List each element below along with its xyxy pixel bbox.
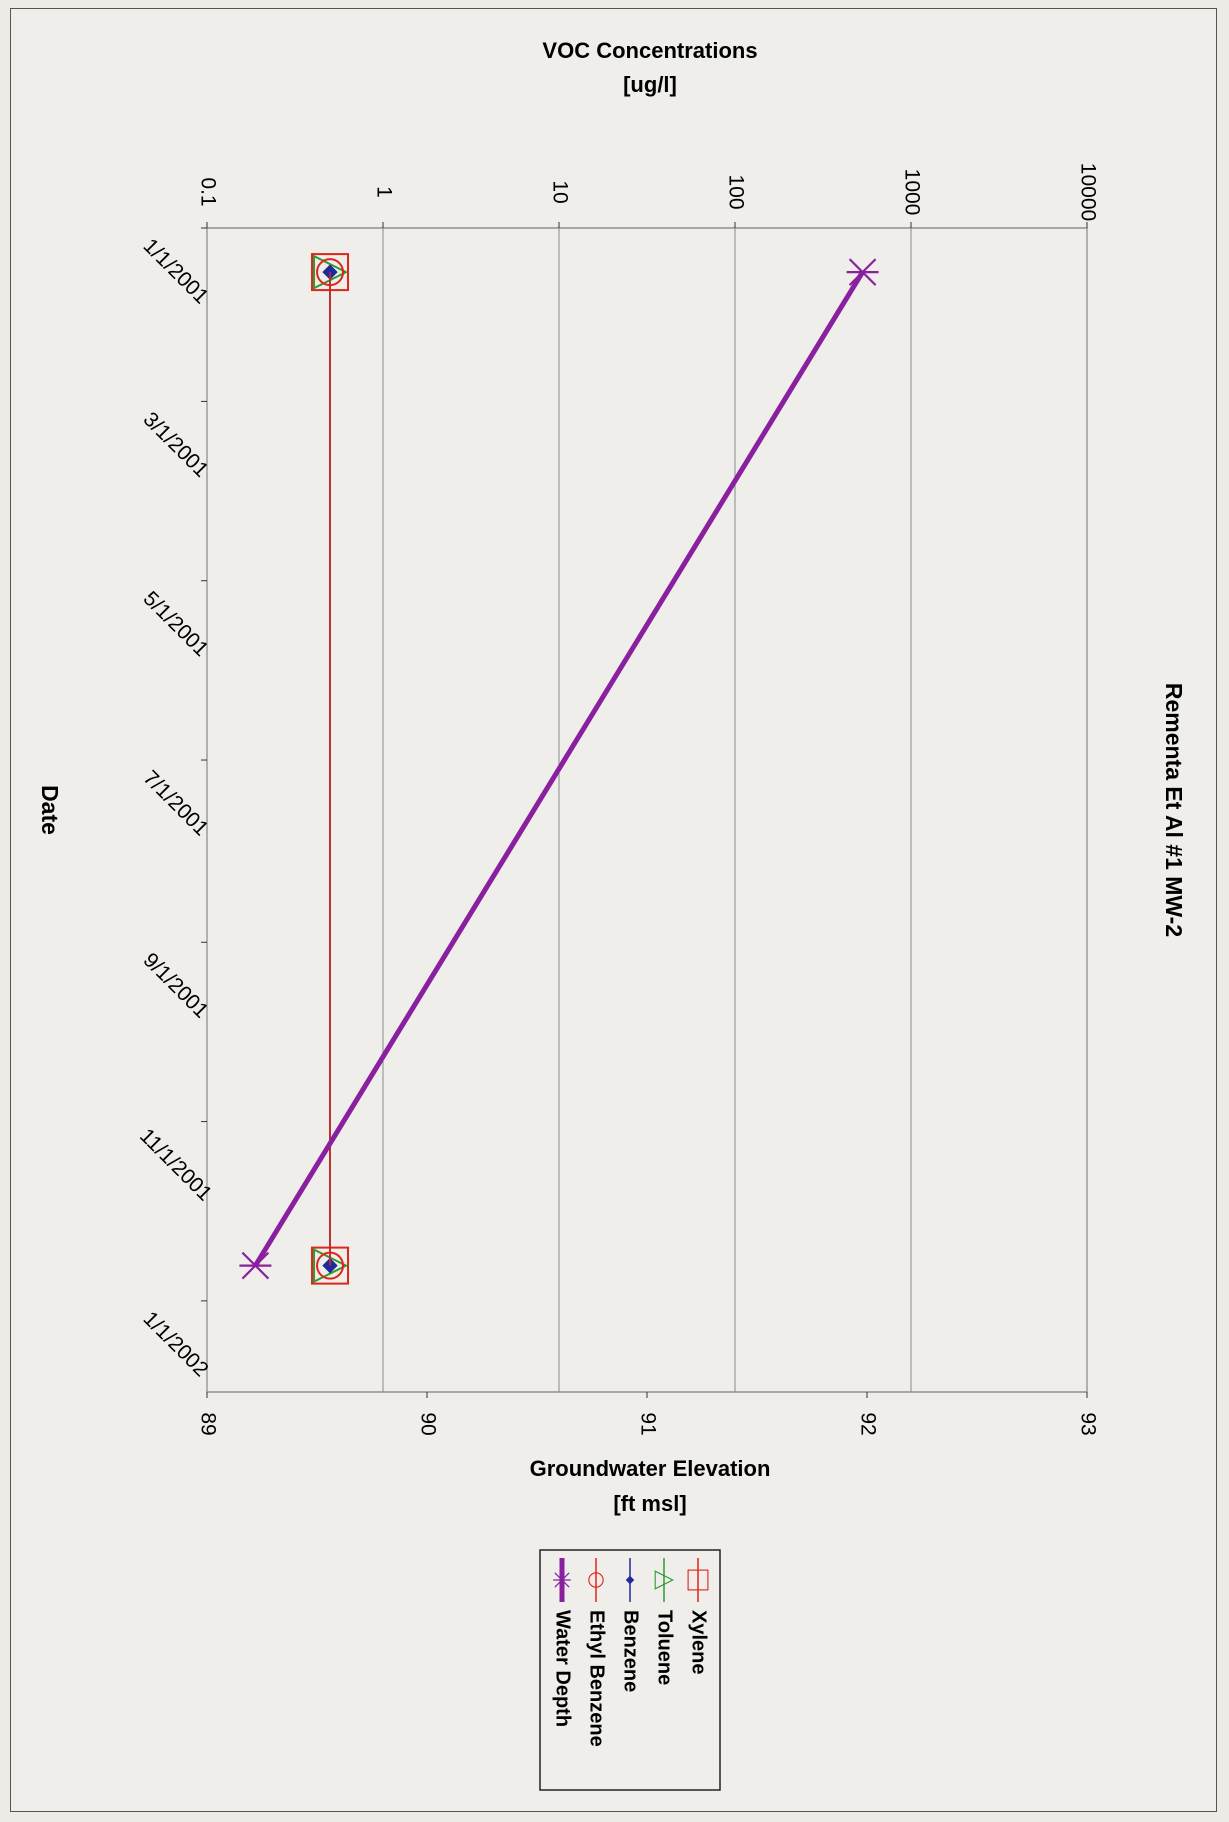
x-axis-title: Date xyxy=(37,785,63,835)
y-left-tick-label: 1 xyxy=(372,186,395,198)
y-right-tick-label: 92 xyxy=(856,1412,879,1435)
y-left-tick-label: 10 xyxy=(548,180,571,203)
plot-border xyxy=(206,227,1088,1393)
y-right-tick-label: 93 xyxy=(1076,1412,1099,1435)
x-tick-label: 5/1/2001 xyxy=(139,587,213,661)
legend-marker-water-depth xyxy=(553,1572,571,1588)
legend-marker-ethyl-benzene xyxy=(588,1572,604,1588)
y-left-axis-unit: [ug/l] xyxy=(623,72,677,97)
series-point-ethyl-benzene xyxy=(316,1251,345,1280)
legend-marker-benzene xyxy=(625,1575,635,1585)
plot-area xyxy=(201,222,1088,1398)
y-left-tick-label: 10000 xyxy=(1076,163,1099,221)
legend-label-ethyl-benzene: Ethyl Benzene xyxy=(586,1610,608,1747)
legend-label-benzene: Benzene xyxy=(620,1610,642,1692)
legend-marker-toluene xyxy=(654,1570,675,1590)
legend-label-xylene: Xylene xyxy=(688,1610,710,1674)
legend-marker-xylene xyxy=(687,1569,709,1591)
y-left-tick-label: 100 xyxy=(724,174,747,209)
y-right-tick-label: 90 xyxy=(416,1412,439,1435)
x-tick-label: 9/1/2001 xyxy=(139,949,213,1023)
legend-marker-xylene xyxy=(687,1569,709,1591)
x-tick-label: 11/1/2001 xyxy=(135,1124,216,1205)
legend-marker-toluene xyxy=(654,1570,675,1590)
y-right-axis-unit: [ft msl] xyxy=(613,1491,686,1516)
series-line-water-depth xyxy=(253,270,865,1267)
y-left-tick-label: 1000 xyxy=(900,169,923,216)
x-tick-label: 1/1/2002 xyxy=(139,1307,213,1381)
legend-label-toluene: Toluene xyxy=(654,1610,676,1685)
y-left-axis-title: VOC Concentrations xyxy=(542,38,757,63)
y-right-tick-label: 91 xyxy=(636,1412,659,1435)
legend-marker-benzene xyxy=(625,1575,635,1585)
legend-marker-ethyl-benzene xyxy=(588,1572,604,1588)
x-tick-label: 1/1/2001 xyxy=(139,234,213,308)
x-tick-label: 7/1/2001 xyxy=(139,766,213,840)
chart-title: Rementa Et Al #1 MW-2 xyxy=(1161,683,1187,937)
y-left-tick-label: 0.1 xyxy=(196,177,219,206)
series-point-ethyl-benzene xyxy=(316,258,345,287)
x-tick-label: 3/1/2001 xyxy=(139,408,213,482)
legend-label-water-depth: Water Depth xyxy=(552,1610,574,1727)
y-right-tick-label: 89 xyxy=(196,1412,219,1435)
legend: Water Depth Ethyl Benzene Benzene Toluene Xy… xyxy=(539,1549,721,1791)
y-right-axis-title: Groundwater Elevation xyxy=(530,1456,771,1481)
